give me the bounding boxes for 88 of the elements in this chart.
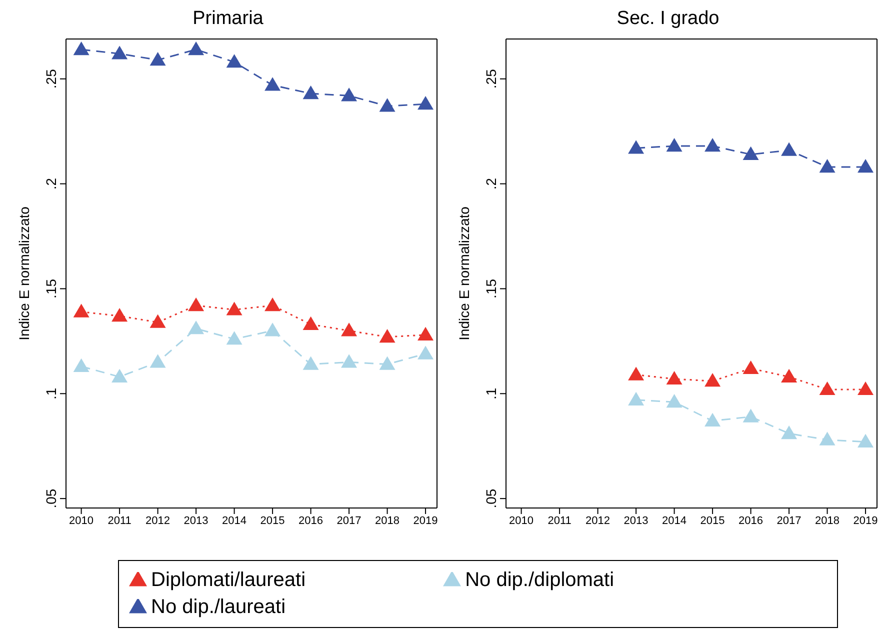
point xyxy=(819,159,836,173)
point xyxy=(858,381,874,396)
x-tick-label: 2012 xyxy=(146,514,170,527)
point xyxy=(628,392,644,406)
point xyxy=(781,368,798,382)
point xyxy=(150,52,166,66)
x-tick-label: 2013 xyxy=(184,514,208,527)
point xyxy=(781,426,798,440)
point xyxy=(150,314,166,328)
x-tick-label: 2019 xyxy=(413,514,438,527)
point xyxy=(379,328,396,343)
point xyxy=(819,381,836,396)
point xyxy=(112,308,128,322)
point xyxy=(418,96,434,110)
x-tick-label: 2010 xyxy=(69,514,94,527)
y-tick-label: .25 xyxy=(483,68,499,89)
x-tick-label: 2011 xyxy=(108,514,132,527)
point xyxy=(73,304,90,318)
y-tick-label: .1 xyxy=(43,388,59,400)
point xyxy=(73,358,90,372)
point xyxy=(379,356,396,370)
legend-label: No dip./laureati xyxy=(151,596,286,618)
chart-title: Sec. I grado xyxy=(616,8,720,31)
x-tick-label: 2017 xyxy=(336,514,362,527)
point xyxy=(628,140,644,154)
point xyxy=(781,142,798,156)
point xyxy=(112,46,128,60)
x-tick-label: 2017 xyxy=(776,514,802,527)
x-tick-label: 2013 xyxy=(624,514,648,527)
x-tick-label: 2015 xyxy=(700,514,725,527)
point xyxy=(628,366,644,380)
point xyxy=(341,322,358,336)
point xyxy=(819,432,836,446)
point xyxy=(302,356,319,370)
point xyxy=(666,370,682,385)
y-tick-label: .25 xyxy=(43,68,59,89)
point xyxy=(264,77,281,91)
y-axis-title: Indice E normalizzato xyxy=(16,206,32,340)
point xyxy=(341,88,358,102)
point xyxy=(226,302,242,316)
x-tick-label: 2014 xyxy=(662,514,687,527)
legend-label: Diplomati/laureati xyxy=(151,569,306,591)
y-tick-label: .2 xyxy=(483,178,499,190)
chart-title: Primaria xyxy=(192,8,264,31)
point xyxy=(188,298,204,312)
point xyxy=(379,98,396,112)
y-tick-label: .15 xyxy=(43,278,59,298)
y-tick-label: .15 xyxy=(483,278,499,298)
x-tick-label: 2015 xyxy=(260,514,285,527)
x-tick-label: 2016 xyxy=(298,514,324,527)
x-tick-label: 2018 xyxy=(815,514,840,527)
point xyxy=(858,159,874,173)
point xyxy=(742,360,759,374)
point xyxy=(418,346,434,360)
point xyxy=(188,41,204,56)
point xyxy=(73,41,90,56)
point xyxy=(188,320,204,334)
y-tick-label: .05 xyxy=(43,488,59,508)
point xyxy=(742,408,759,422)
x-tick-label: 2018 xyxy=(375,514,400,527)
point xyxy=(666,138,682,152)
y-tick-label: .2 xyxy=(43,178,59,190)
point xyxy=(704,138,721,152)
point xyxy=(704,373,721,387)
point xyxy=(341,354,358,368)
point xyxy=(666,394,682,408)
point xyxy=(264,298,281,312)
x-tick-label: 2014 xyxy=(222,514,247,527)
point xyxy=(418,326,434,340)
point xyxy=(742,146,759,160)
x-tick-label: 2019 xyxy=(853,514,878,527)
point xyxy=(112,368,128,382)
y-axis-title: Indice E normalizzato xyxy=(456,206,472,340)
point xyxy=(302,86,319,100)
point xyxy=(226,54,242,68)
legend-label: No dip./diplomati xyxy=(465,569,614,591)
x-tick-label: 2012 xyxy=(586,514,610,527)
x-tick-label: 2010 xyxy=(509,514,534,527)
y-tick-label: .1 xyxy=(483,388,499,400)
point xyxy=(150,354,166,368)
point xyxy=(704,412,721,427)
x-tick-label: 2016 xyxy=(738,514,764,527)
point xyxy=(302,316,319,330)
y-tick-label: .05 xyxy=(483,488,499,508)
point xyxy=(226,331,242,345)
point xyxy=(264,322,281,336)
point xyxy=(858,434,874,448)
x-tick-label: 2011 xyxy=(548,514,572,527)
